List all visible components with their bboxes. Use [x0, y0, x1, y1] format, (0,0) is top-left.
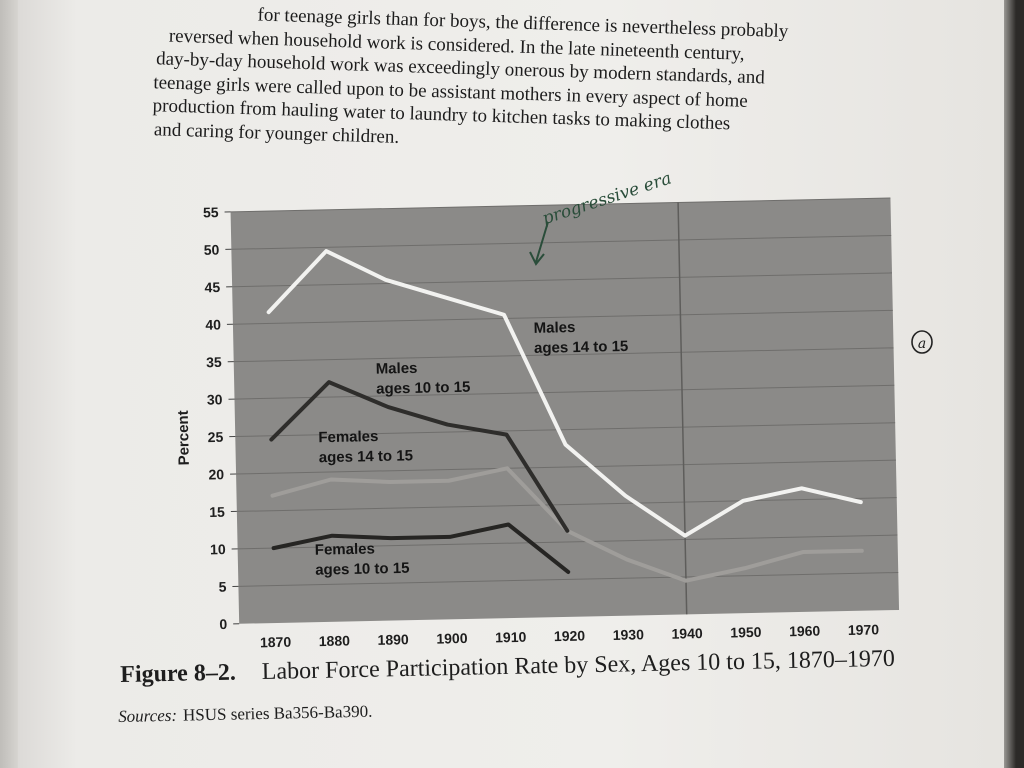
gridline [232, 272, 893, 288]
y-tick-label: 55 [203, 204, 219, 220]
x-tick-label: 1900 [436, 630, 468, 647]
y-tick-label: 25 [208, 429, 224, 445]
margin-mark: a [911, 330, 933, 354]
y-axis-label: Percent [175, 410, 193, 465]
facing-page-edge [0, 0, 18, 768]
x-tick-label: 1940 [671, 625, 703, 642]
y-tick-label: 20 [208, 466, 224, 482]
series-lines [266, 249, 864, 583]
y-tick-label: 5 [218, 579, 226, 595]
gridline [237, 534, 898, 550]
series-label: Males [533, 319, 575, 337]
y-tick-label: 40 [205, 316, 221, 332]
series-label: ages 14 to 15 [319, 447, 414, 466]
y-tick-label: 10 [210, 541, 226, 557]
gridlines [230, 197, 899, 587]
y-tick-label: 45 [204, 279, 220, 295]
series-label: Males [376, 360, 418, 378]
series-label: Females [315, 540, 375, 558]
sources-text: HSUS series Ba356-Ba390. [182, 701, 373, 725]
figure-number: Figure 8–2. [120, 659, 237, 688]
gridline [232, 309, 893, 325]
series-line [271, 522, 571, 574]
x-tick-label: 1890 [377, 631, 409, 648]
reference-line-1940 [677, 202, 688, 615]
y-axis: 0 5 10 15 20 25 30 35 40 45 50 55 [203, 204, 240, 632]
x-tick-label: 1880 [319, 632, 351, 649]
gridline [236, 497, 897, 512]
series-label: Females [318, 428, 378, 446]
y-tick-label: 35 [206, 354, 222, 370]
x-tick-label: 1910 [495, 629, 527, 646]
x-axis: 1870 1880 1890 1900 1910 1920 1930 1940 1950 1960… [260, 621, 880, 650]
plot-area [230, 198, 900, 624]
series-line [269, 380, 570, 533]
series-label: ages 10 to 15 [315, 560, 410, 579]
y-tick-label: 50 [204, 242, 220, 258]
x-tick-label: 1970 [848, 621, 880, 638]
gridline [234, 384, 895, 400]
y-tick-label: 15 [209, 504, 225, 520]
series-label: ages 10 to 15 [376, 379, 471, 398]
gridline [233, 347, 894, 363]
gridline [230, 197, 891, 213]
sources-label: Sources: [118, 705, 178, 726]
x-tick-label: 1950 [730, 624, 762, 641]
margin-mark-text: a [918, 336, 926, 352]
gridline [235, 422, 896, 438]
x-tick-label: 1930 [613, 626, 645, 643]
y-tick-label: 30 [207, 391, 223, 407]
x-tick-label: 1920 [554, 628, 586, 645]
handwritten-arrow [529, 221, 549, 266]
x-tick-label: 1960 [789, 623, 821, 640]
series-line [266, 249, 863, 538]
gridline [238, 571, 899, 587]
y-tick-label: 0 [219, 616, 227, 632]
x-tick-label: 1870 [260, 634, 292, 651]
gridline [231, 234, 892, 250]
gridline [236, 459, 896, 475]
page-shadow [1004, 0, 1024, 768]
series-label: ages 14 to 15 [534, 338, 629, 357]
